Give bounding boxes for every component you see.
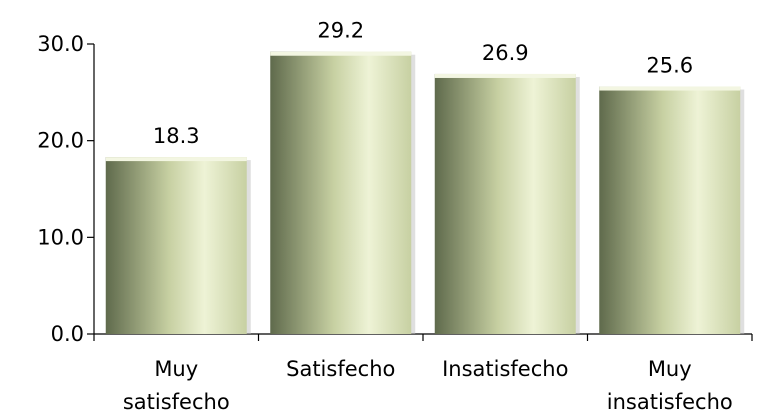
- labels: 18.3 Muy satisfecho 29.2 Satisfecho 26.9 Insat…: [123, 19, 733, 414]
- x-tick-label: satisfecho: [123, 390, 230, 414]
- bar: [270, 51, 412, 334]
- y-tick-label: 20.0: [37, 129, 84, 153]
- data-label: 18.3: [153, 124, 200, 148]
- x-tick-label: Satisfecho: [286, 357, 395, 381]
- y-tick-label: 0.0: [51, 322, 84, 346]
- x-tick-label: Muy: [648, 357, 692, 381]
- bar-group: [434, 73, 580, 334]
- y-tick-label: 10.0: [37, 225, 84, 249]
- bar-top-highlight: [434, 73, 576, 78]
- axes: 0.0 10.0 20.0 30.0: [37, 32, 753, 346]
- bar: [434, 73, 576, 334]
- bar-top-highlight: [105, 157, 247, 162]
- bar-group: [599, 86, 745, 335]
- bar-group: [270, 51, 416, 334]
- x-tick-label: Muy: [154, 357, 198, 381]
- x-tick-label: insatisfecho: [607, 390, 733, 414]
- data-label: 26.9: [482, 41, 529, 65]
- bars: [105, 51, 745, 335]
- bar-top-highlight: [270, 51, 412, 56]
- bar-top-highlight: [599, 86, 741, 91]
- bar: [105, 157, 247, 334]
- x-tick-label: Insatisfecho: [442, 357, 568, 381]
- data-label: 29.2: [317, 19, 364, 43]
- bar-group: [105, 157, 251, 334]
- y-tick-label: 30.0: [37, 32, 84, 56]
- data-label: 25.6: [646, 54, 693, 78]
- bar: [599, 86, 741, 335]
